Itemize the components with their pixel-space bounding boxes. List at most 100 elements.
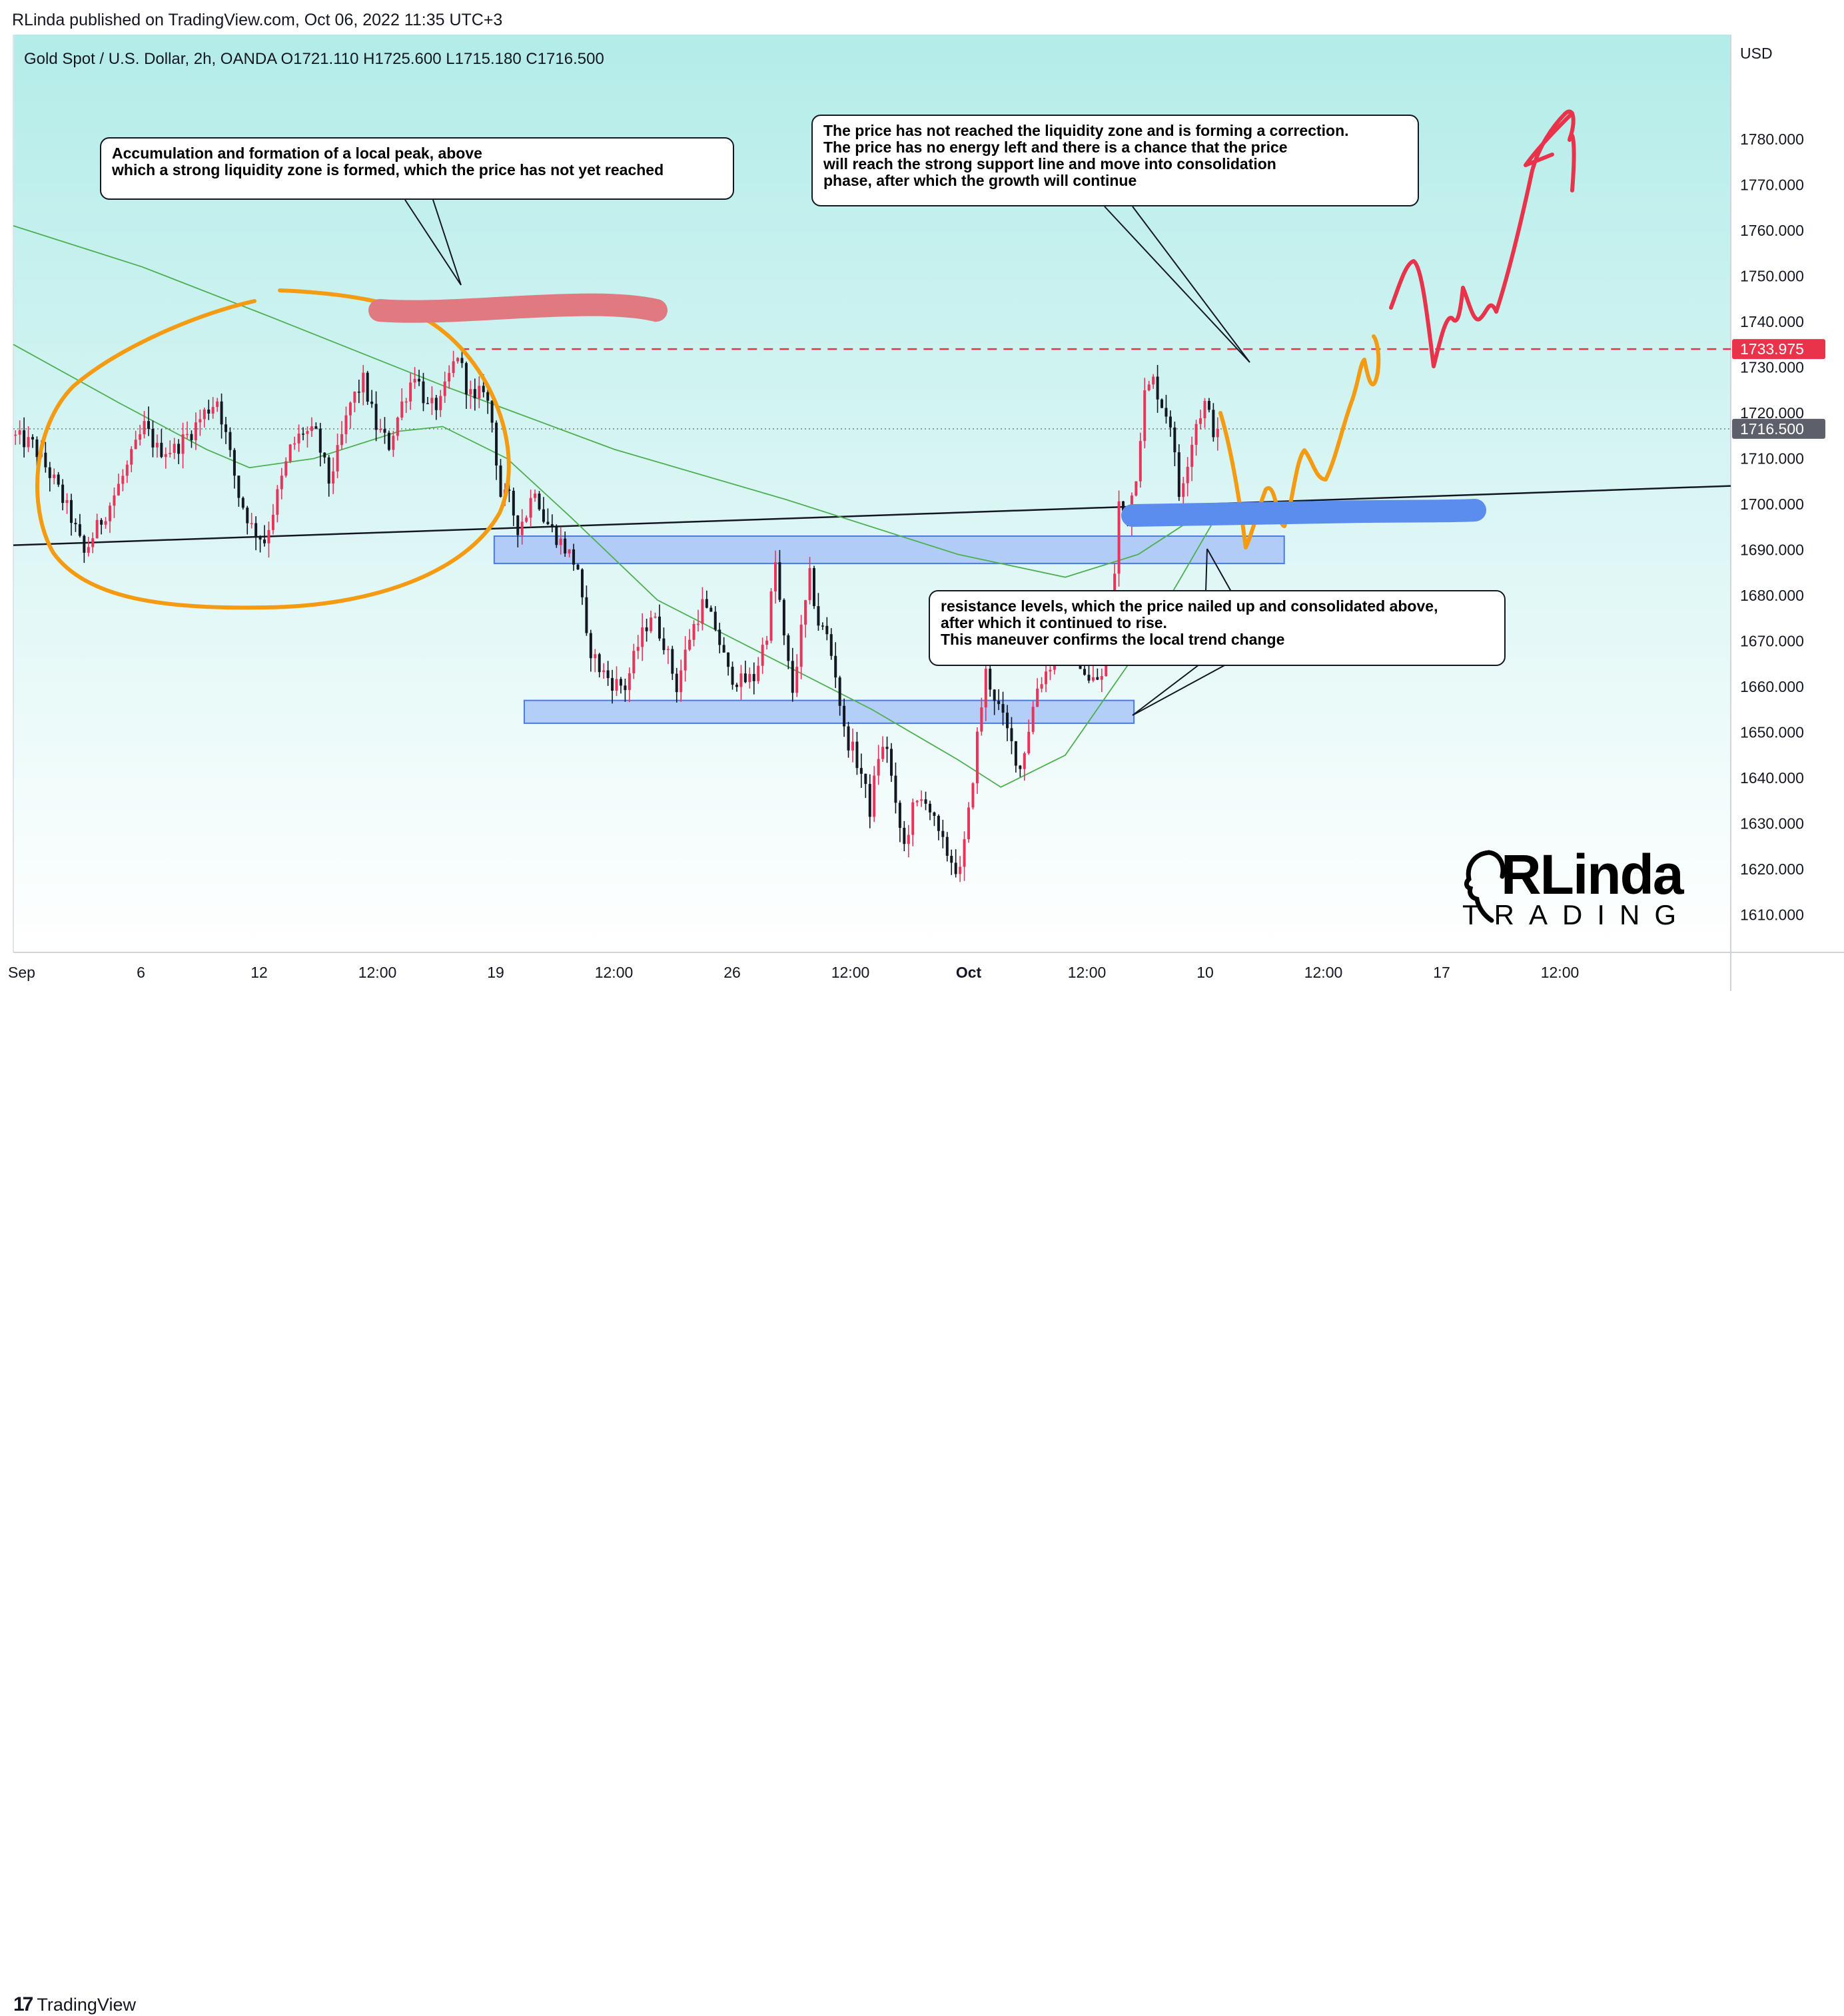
candle-body	[288, 444, 292, 462]
candle-body	[211, 407, 215, 414]
candle-body	[619, 679, 622, 686]
candle-body	[499, 465, 502, 497]
candle-body	[825, 625, 829, 635]
candle-body	[859, 768, 863, 774]
candle-body	[357, 392, 360, 393]
candle-body	[568, 549, 571, 554]
candle-body	[495, 422, 498, 466]
candle-body	[1100, 676, 1103, 680]
candle-body	[705, 599, 708, 608]
candle-body	[276, 489, 279, 515]
candle-body	[929, 803, 932, 813]
candle-body	[225, 424, 228, 432]
candle-body	[486, 392, 490, 401]
candle-body	[53, 474, 56, 478]
drawings-layer	[35, 109, 1576, 716]
candle-body	[426, 403, 429, 404]
candle-body	[688, 639, 692, 650]
x-tick-label: 12	[250, 964, 268, 981]
candle-body	[739, 673, 743, 687]
candle-body	[1139, 441, 1142, 482]
y-tick-label: 1700.000	[1740, 496, 1804, 513]
candle-body	[538, 494, 541, 509]
candle-body	[254, 523, 258, 537]
callout-pointer-2	[1104, 206, 1250, 363]
candle-body	[344, 415, 348, 434]
candle-body	[1173, 427, 1176, 453]
candle-body	[645, 627, 648, 631]
candle-body	[61, 484, 65, 504]
candle-body	[727, 652, 730, 667]
candle-body	[769, 591, 773, 641]
candle-body	[778, 562, 781, 600]
y-tick-label: 1660.000	[1740, 678, 1804, 695]
candle-body	[546, 521, 550, 525]
candle-body	[190, 434, 193, 440]
candle-body	[143, 421, 146, 435]
candle-body	[246, 507, 249, 523]
candle-body	[834, 655, 837, 678]
y-tick-label: 1760.000	[1740, 222, 1804, 239]
candle-body	[100, 519, 103, 525]
rlinda-trading-logo: RLinda TRADING	[1462, 844, 1684, 930]
candle-body	[847, 726, 850, 751]
candle-body	[241, 498, 244, 508]
currency-label: USD	[1740, 45, 1773, 62]
y-tick-label: 1740.000	[1740, 313, 1804, 330]
candle-body	[838, 677, 841, 706]
candle-body	[297, 434, 300, 444]
candle-body	[1023, 753, 1026, 769]
candle-body	[327, 457, 330, 484]
candle-body	[984, 669, 987, 708]
tradingview-logo[interactable]: 17 TradingView	[13, 1993, 136, 2016]
candle-body	[348, 402, 352, 416]
candle-body	[1216, 428, 1219, 438]
candle-body	[559, 538, 562, 545]
candle-body	[237, 476, 240, 498]
candle-body	[1105, 657, 1108, 677]
blue-support-stroke	[1121, 499, 1486, 527]
callout-pointer-1	[432, 199, 462, 286]
candle-body	[1096, 677, 1099, 680]
candle-body	[911, 802, 915, 835]
candle-body	[1143, 390, 1147, 442]
candle-body	[258, 536, 262, 540]
candle-body	[23, 430, 26, 448]
candle-body	[937, 816, 940, 831]
profile-face-icon	[1464, 850, 1506, 923]
candle-body	[765, 640, 769, 645]
x-tick-label: 19	[487, 964, 504, 981]
candle-body	[761, 645, 764, 666]
candle-body	[232, 450, 236, 476]
x-tick-label: 6	[137, 964, 145, 981]
candle-body	[606, 670, 610, 679]
candle-body	[1091, 677, 1095, 681]
candle-body	[594, 654, 597, 659]
price-axis-background	[1731, 35, 1844, 952]
annotation-correction: The price has not reached the liquidity …	[811, 115, 1419, 206]
candle-body	[829, 634, 833, 656]
candle-body	[1182, 483, 1185, 498]
resistance-zone-2	[523, 699, 1135, 724]
candle-body	[293, 443, 296, 445]
candle-body	[151, 428, 155, 448]
candle-body	[113, 495, 116, 506]
candle-body	[542, 509, 545, 522]
candle-body	[641, 627, 644, 647]
candle-body	[74, 523, 77, 525]
candle-body	[434, 398, 438, 410]
candle-body	[1027, 731, 1031, 754]
lines-layer	[13, 225, 1731, 788]
candle-body	[576, 564, 580, 569]
candle-body	[336, 445, 339, 472]
candle-body	[318, 428, 322, 453]
candle-body	[997, 701, 1001, 705]
candle-body	[473, 389, 476, 399]
x-tick-label: 26	[723, 964, 741, 981]
candle-body	[87, 547, 90, 553]
candle-body	[963, 839, 966, 867]
candle-body	[924, 799, 927, 804]
candle-body	[933, 812, 936, 817]
candle-body	[662, 638, 666, 651]
x-tick-label: 12:00	[1068, 964, 1107, 981]
